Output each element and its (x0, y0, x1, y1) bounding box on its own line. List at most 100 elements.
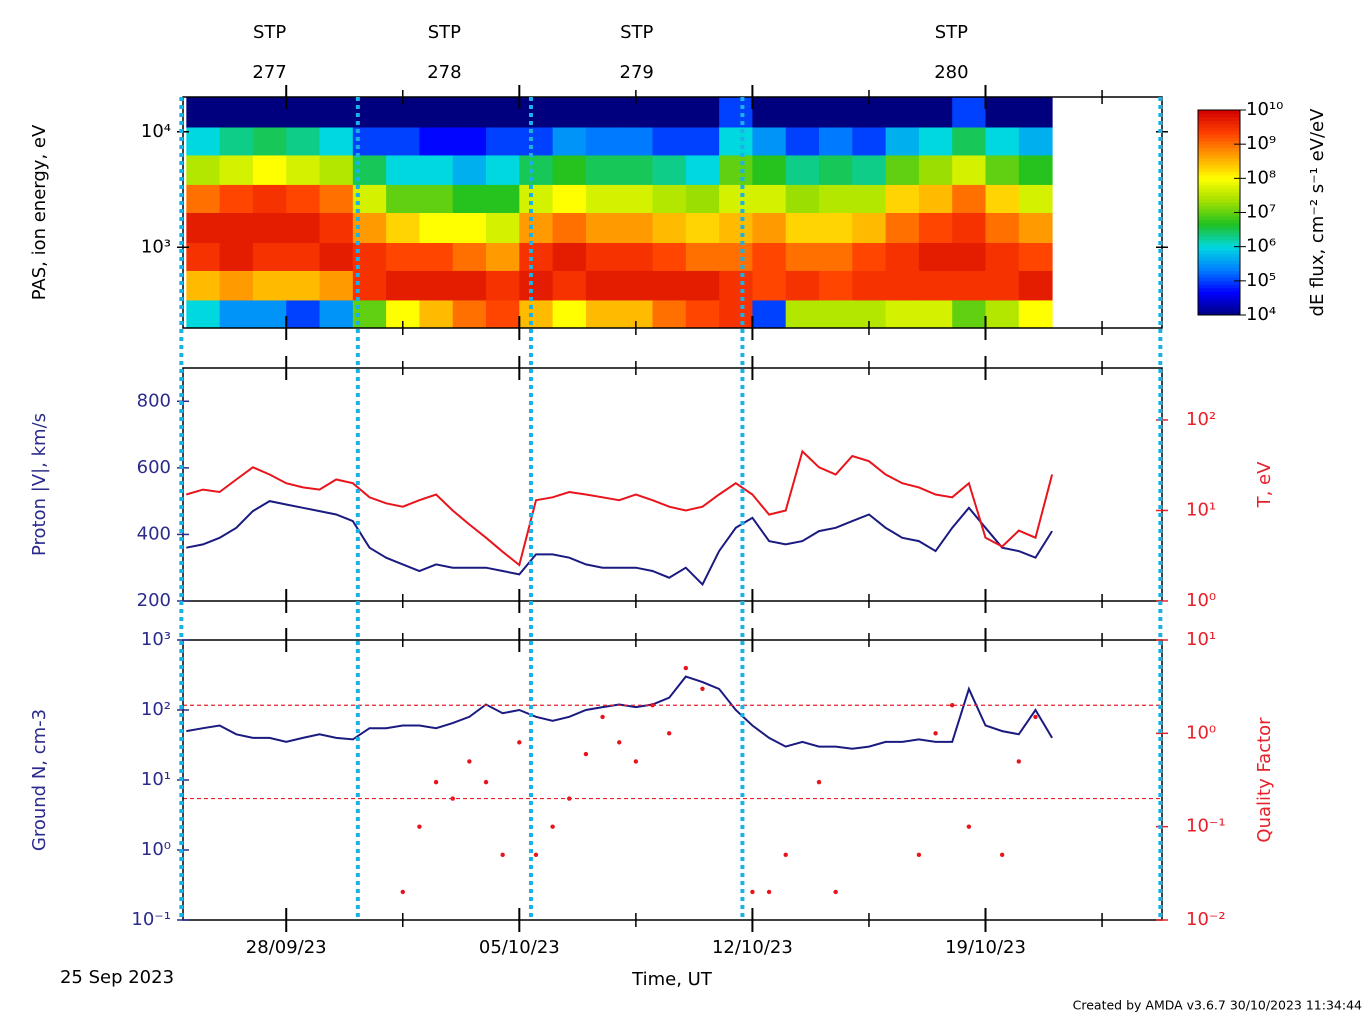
heatmap-cell (819, 154, 853, 185)
heatmap-cell (852, 126, 887, 156)
heatmap-cell (652, 184, 687, 213)
colorbar-swatch (1198, 304, 1240, 309)
heatmap-cell (685, 212, 720, 243)
heatmap-cell (985, 242, 1020, 271)
x-tick-label: 05/10/23 (479, 937, 560, 958)
heatmap-cell (752, 184, 787, 213)
colorbar-swatch (1198, 147, 1240, 152)
heatmap-cell (319, 184, 354, 213)
heatmap-cell (252, 184, 287, 213)
heatmap-cell (552, 212, 587, 243)
data-point (583, 751, 589, 757)
colorbar-swatch (1198, 284, 1240, 289)
heatmap-cell (419, 154, 454, 185)
heatmap-cell (452, 212, 487, 243)
heatmap-cell (252, 126, 287, 156)
heatmap-cell (719, 270, 753, 301)
heatmap-cell (619, 212, 654, 243)
heatmap-cell (419, 97, 454, 128)
heatmap-cell (952, 270, 987, 301)
heatmap-cell (819, 126, 853, 156)
heatmap-cell (885, 184, 920, 213)
sector-number: 277 (252, 62, 286, 83)
sector-prefix: STP (253, 22, 286, 43)
heatmap-cell (985, 126, 1020, 156)
heatmap-cell (885, 126, 920, 156)
heatmap-cell (1018, 97, 1053, 128)
heatmap-cell (619, 270, 654, 301)
heatmap-cell (219, 299, 254, 329)
heatmap-cell (585, 97, 620, 128)
data-point (916, 852, 922, 857)
heatmap-cell (186, 242, 221, 271)
heatmap-cell (286, 97, 321, 128)
heatmap-cell (552, 126, 587, 156)
colorbar-tick-label: 10⁸ (1246, 167, 1276, 188)
heatmap-cell (785, 270, 820, 301)
colorbar-tick-label: 10⁹ (1246, 133, 1276, 154)
y2-tick-label: 10⁰ (1186, 722, 1216, 743)
heatmap-cell (419, 184, 454, 213)
heatmap-cell (918, 299, 953, 329)
heatmap-cell (519, 154, 554, 185)
colorbar-swatch (1198, 222, 1240, 227)
heatmap-cell (752, 242, 787, 271)
heatmap-cell (386, 212, 420, 243)
y-tick-label: 600 (137, 457, 171, 478)
heatmap-cell (1018, 212, 1053, 243)
heatmap-cell (785, 299, 820, 329)
heatmap-cell (952, 184, 987, 213)
sector-number: 278 (427, 62, 461, 83)
colorbar-swatch (1198, 233, 1240, 237)
colorbar-swatch (1198, 308, 1240, 313)
heatmap-cell (419, 270, 454, 301)
heatmap-cell (286, 212, 321, 243)
heatmap-cell (1018, 126, 1053, 156)
colorbar-swatch (1198, 168, 1240, 172)
heatmap-cell (918, 242, 953, 271)
heatmap-cell (252, 154, 287, 185)
x-tick-label: 19/10/23 (945, 937, 1026, 958)
colorbar-label: dE flux, cm⁻² s⁻¹ eV/eV (1307, 108, 1328, 317)
heatmap-cell (386, 270, 420, 301)
data-point (766, 889, 772, 895)
heatmap-cell (252, 299, 287, 329)
y-axis-label: Proton |V|, km/s (29, 413, 50, 556)
heatmap-cell (918, 212, 953, 243)
data-point (783, 852, 788, 857)
heatmap-cell (286, 270, 321, 301)
data-line (186, 449, 1054, 567)
heatmap-cell (752, 154, 787, 185)
heatmap-cell (985, 154, 1020, 185)
heatmap-cell (785, 242, 820, 271)
heatmap-cell (252, 97, 287, 128)
colorbar-swatch (1198, 133, 1240, 138)
sector-number: 279 (620, 62, 654, 83)
heatmap-cell (486, 126, 520, 156)
colorbar-swatch (1198, 164, 1240, 169)
heatmap-cell (819, 299, 853, 329)
heatmap-cell (1018, 270, 1053, 301)
colorbar-swatch (1198, 154, 1240, 159)
heatmap-cell (219, 97, 254, 128)
y2-axis-label: T, eV (1254, 461, 1275, 509)
heatmap-cell (219, 270, 254, 301)
heatmap-cell (552, 97, 587, 128)
heatmap-cell (552, 299, 587, 329)
colorbar-swatch (1198, 280, 1240, 285)
heatmap-cell (419, 299, 454, 329)
heatmap-cell (619, 154, 654, 185)
data-point (400, 889, 405, 895)
y-tick-label: 10³ (141, 236, 171, 257)
data-point (617, 740, 622, 745)
sector-prefix: STP (620, 22, 653, 43)
heatmap-cell (486, 154, 520, 185)
colorbar-swatch (1198, 256, 1240, 261)
heatmap-cell (685, 270, 720, 301)
heatmap-cell (785, 97, 820, 128)
colorbar-swatch (1198, 287, 1240, 292)
x-tick-label: 28/09/23 (246, 937, 327, 958)
heatmap-cell (852, 212, 887, 243)
heatmap-cell (552, 154, 587, 185)
colorbar-swatch (1198, 267, 1240, 272)
